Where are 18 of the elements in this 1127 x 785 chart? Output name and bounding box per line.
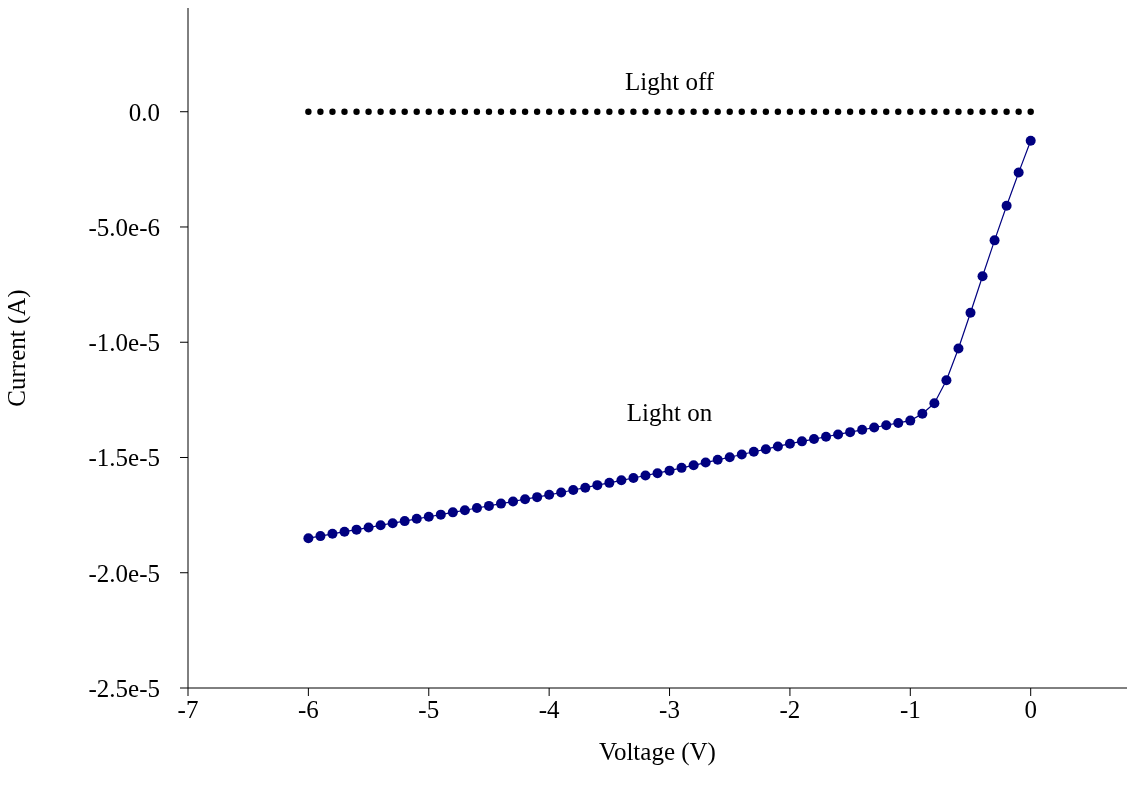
x-tick-label: -2 — [779, 695, 801, 723]
series-label: Light off — [624, 67, 715, 95]
y-tick-label: -1.5e-5 — [88, 444, 160, 472]
x-tick-label: -6 — [297, 695, 319, 723]
x-tick-label: -1 — [899, 695, 921, 723]
y-tick-label: -1.0e-5 — [88, 329, 160, 357]
x-tick-label: -3 — [659, 695, 680, 723]
x-tick-label: 0 — [1024, 695, 1037, 723]
series-label: Light on — [626, 398, 713, 426]
y-tick-label: -2.5e-5 — [88, 674, 160, 702]
x-tick-label: -7 — [177, 695, 199, 723]
y-tick-label: -5.0e-6 — [88, 213, 160, 241]
x-tick-label: -5 — [418, 695, 440, 723]
y-axis-title: Current (A) — [2, 289, 31, 407]
y-tick-label: -2.0e-5 — [88, 559, 160, 587]
x-tick-label: -4 — [538, 695, 561, 723]
y-tick-label: 0.0 — [128, 98, 160, 126]
x-axis-title: Voltage (V) — [599, 738, 716, 766]
